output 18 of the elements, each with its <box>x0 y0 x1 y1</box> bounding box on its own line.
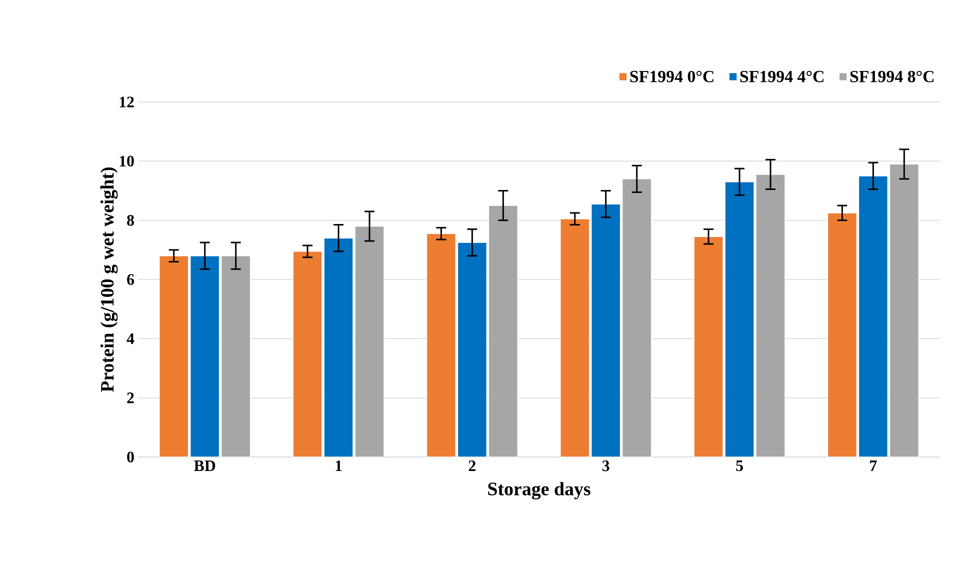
y-tick-label: 2 <box>127 392 134 404</box>
legend-label: SF1994 4°C <box>740 70 824 82</box>
y-tick-label: 10 <box>120 156 134 167</box>
x-tick-label: 2 <box>468 460 476 472</box>
x-tick-label: 3 <box>602 460 610 472</box>
y-tick-label: 0 <box>127 452 134 462</box>
x-axis-title: Storage days <box>488 482 590 500</box>
x-tick-label: 7 <box>870 460 877 471</box>
y-tick-label: 4 <box>126 333 134 344</box>
y-axis-title: Protein (g/100 g wet weight) <box>100 167 118 392</box>
legend-label: SF1994 0°C <box>630 70 714 82</box>
x-tick-label: 1 <box>336 460 342 472</box>
y-tick-label: 8 <box>127 214 134 226</box>
x-tick-label: BD <box>194 460 216 471</box>
legend-label: SF1994 8°C <box>850 70 934 82</box>
y-tick-label: 6 <box>127 274 134 285</box>
x-tick-label: 5 <box>736 460 743 472</box>
y-tick-label: 12 <box>120 96 134 108</box>
